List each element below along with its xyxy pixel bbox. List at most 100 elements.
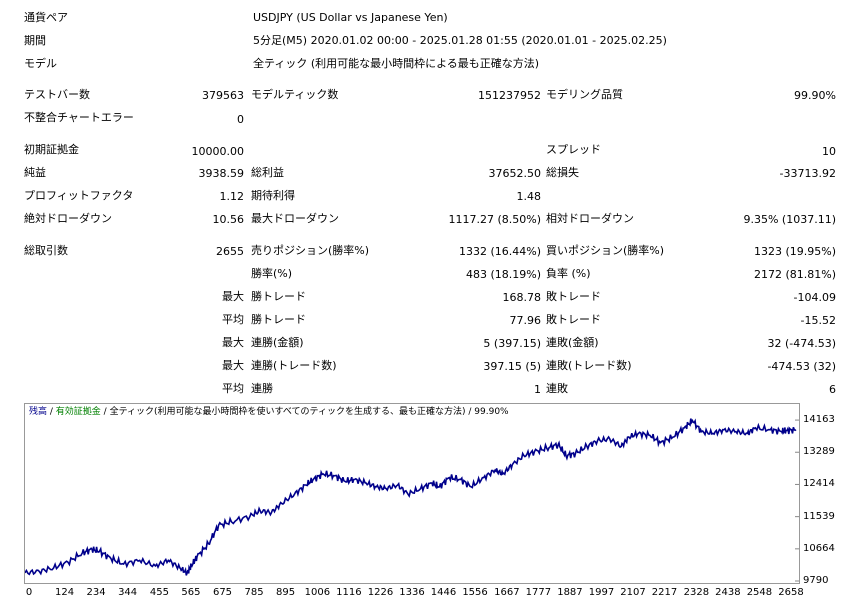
payoff-value: 1.48 bbox=[516, 190, 542, 203]
x-tick-label: 1226 bbox=[367, 587, 394, 598]
x-tick-label: 785 bbox=[244, 587, 264, 598]
max-drawdown-label: 最大ドローダウン bbox=[251, 212, 339, 225]
legend-separator: / bbox=[465, 407, 475, 417]
chart-legend: 残高 / 有効証拠金 / 全ティック(利用可能な最小時間枠を使いすべてのティック… bbox=[29, 406, 509, 418]
total-trades-value: 2655 bbox=[216, 245, 244, 258]
legend-separator: / bbox=[100, 407, 110, 417]
spread-value: 10 bbox=[822, 145, 836, 158]
total-trades-label: 総取引数 bbox=[24, 244, 68, 257]
deposit-value: 10000.00 bbox=[191, 145, 245, 158]
period-label: 期間 bbox=[24, 34, 46, 47]
x-tick-label: 2217 bbox=[651, 587, 678, 598]
gross-loss-label: 総損失 bbox=[546, 166, 579, 179]
short-positions-value: 1332 (16.44%) bbox=[458, 245, 541, 258]
largest-win-value: 168.78 bbox=[502, 291, 542, 304]
net-value: 3938.59 bbox=[198, 167, 245, 180]
x-tick-label: 1006 bbox=[304, 587, 331, 598]
balance-chart-plot bbox=[25, 418, 799, 582]
balance-line bbox=[25, 418, 797, 576]
gross-profit-value: 37652.50 bbox=[488, 167, 542, 180]
rel-drawdown-value: 9.35% (1037.11) bbox=[743, 213, 836, 226]
legend-equity: 有効証拠金 bbox=[55, 407, 101, 417]
y-tick-label: 13289 bbox=[803, 446, 835, 458]
x-tick-label: 2548 bbox=[746, 587, 773, 598]
x-tick-label: 455 bbox=[149, 587, 169, 598]
mismatch-value: 0 bbox=[237, 113, 244, 126]
spread-label: スプレッド bbox=[546, 143, 601, 156]
y-tick-label: 12414 bbox=[803, 478, 835, 490]
long-positions-value: 1323 (19.95%) bbox=[753, 245, 836, 258]
ticks-label: モデルティック数 bbox=[251, 88, 339, 101]
x-tick-label: 1777 bbox=[525, 587, 552, 598]
y-tick-label: 10664 bbox=[803, 542, 835, 554]
consecutive-wins-money-label: 連勝(金額) bbox=[251, 336, 304, 349]
y-tick-label: 9790 bbox=[803, 575, 829, 586]
gross-loss-value: -33713.92 bbox=[779, 167, 836, 180]
largest-win-label: 勝トレード bbox=[251, 290, 306, 303]
x-tick-label: 675 bbox=[212, 587, 233, 598]
average-consecutive-wins-label: 連勝 bbox=[251, 382, 273, 395]
average-consecutive-prefix: 平均 bbox=[222, 382, 244, 395]
loss-rate-value: 2172 (81.81%) bbox=[753, 268, 836, 281]
balance-chart: 残高 / 有効証拠金 / 全ティック(利用可能な最小時間枠を使いすべてのティック… bbox=[24, 403, 800, 584]
x-tick-label: 2328 bbox=[683, 587, 710, 598]
max-consecutive-prefix: 最大 bbox=[222, 336, 244, 349]
legend-balance: 残高 bbox=[29, 407, 48, 417]
x-tick-label: 1446 bbox=[430, 587, 457, 598]
x-tick-label: 234 bbox=[86, 587, 106, 598]
y-tick-label: 14163 bbox=[803, 414, 835, 426]
model-value: 全ティック (利用可能な最小時間枠による最も正確な方法) bbox=[253, 57, 540, 70]
average-loss-label: 敗トレード bbox=[546, 313, 601, 326]
x-tick-label: 344 bbox=[118, 587, 138, 598]
average-win-value: 77.96 bbox=[509, 314, 542, 327]
payoff-label: 期待利得 bbox=[251, 189, 295, 202]
x-tick-label: 1116 bbox=[336, 587, 362, 598]
consecutive-wins-money-value: 5 (397.15) bbox=[483, 337, 541, 350]
largest-loss-value: -104.09 bbox=[793, 291, 836, 304]
consecutive-wins-count-label: 連勝(トレード数) bbox=[251, 359, 337, 372]
legend-model: 全ティック(利用可能な最小時間枠を使いすべてのティックを生成する、最も正確な方法… bbox=[109, 407, 466, 417]
model-label: モデル bbox=[24, 57, 57, 70]
largest-prefix: 最大 bbox=[222, 290, 244, 303]
average-win-label: 勝トレード bbox=[251, 313, 306, 326]
profit-factor-label: プロフィットファクタ bbox=[24, 189, 134, 202]
consecutive-losses-money-label: 連敗(金額) bbox=[546, 336, 599, 349]
profit-factor-value: 1.12 bbox=[219, 190, 245, 203]
x-tick-label: 2107 bbox=[620, 587, 646, 598]
ticks-value: 151237952 bbox=[478, 89, 541, 102]
x-tick-label: 1667 bbox=[494, 587, 520, 598]
legend-separator: / bbox=[47, 407, 56, 417]
x-tick-label: 565 bbox=[181, 587, 201, 598]
period-value: 5分足(M5) 2020.01.02 00:00 - 2025.01.28 01… bbox=[253, 34, 667, 47]
average-loss-value: -15.52 bbox=[800, 314, 836, 327]
largest-loss-label: 敗トレード bbox=[546, 290, 601, 303]
abs-drawdown-value: 10.56 bbox=[212, 213, 245, 226]
average-consecutive-losses-value: 6 bbox=[829, 383, 836, 396]
win-rate-value: 483 (18.19%) bbox=[465, 268, 541, 281]
x-tick-label: 0 bbox=[25, 587, 33, 598]
gross-profit-label: 総利益 bbox=[251, 166, 284, 179]
mismatch-label: 不整合チャートエラー bbox=[24, 111, 134, 124]
net-label: 純益 bbox=[24, 166, 46, 179]
long-positions-label: 買いポジション(勝率%) bbox=[546, 244, 665, 257]
x-tick-label: 2658 bbox=[778, 587, 804, 598]
deposit-label: 初期証拠金 bbox=[24, 143, 79, 156]
x-tick-label: 124 bbox=[54, 587, 75, 598]
symbol-label: 通貨ペア bbox=[24, 11, 68, 24]
loss-rate-label: 負率 (%) bbox=[546, 267, 591, 280]
x-tick-label: 1887 bbox=[557, 587, 583, 598]
average-prefix: 平均 bbox=[222, 313, 244, 326]
x-tick-label: 1556 bbox=[462, 587, 488, 598]
x-tick-label: 1336 bbox=[399, 587, 425, 598]
consecutive-losses-count-label: 連敗(トレード数) bbox=[546, 359, 632, 372]
x-tick-label: 2438 bbox=[715, 587, 741, 598]
consecutive-wins-count-value: 397.15 (5) bbox=[483, 360, 541, 373]
x-tick-label: 1997 bbox=[588, 587, 615, 598]
average-consecutive-losses-label: 連敗 bbox=[546, 382, 568, 395]
quality-value: 99.90% bbox=[794, 89, 836, 102]
average-consecutive-wins-value: 1 bbox=[534, 383, 541, 396]
consecutive-losses-money-value: 32 (-474.53) bbox=[767, 337, 836, 350]
consecutive-losses-count-value: -474.53 (32) bbox=[767, 360, 836, 373]
quality-label: モデリング品質 bbox=[546, 88, 623, 101]
symbol-value: USDJPY (US Dollar vs Japanese Yen) bbox=[253, 11, 448, 24]
